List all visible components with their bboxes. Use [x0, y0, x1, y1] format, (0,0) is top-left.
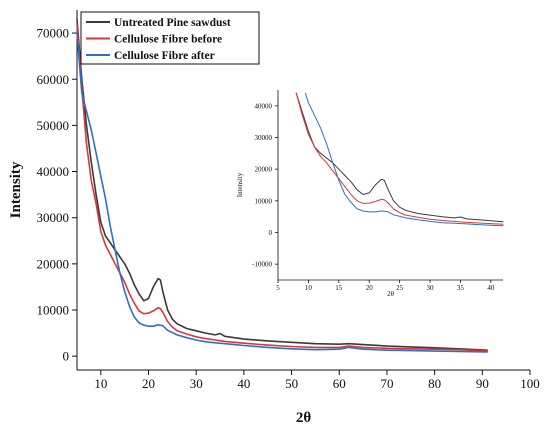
main-x-ticks: 10 20 30 40 50 60 70 80 90 100 [94, 370, 540, 391]
inset-series-line-1 [295, 92, 504, 225]
main-series-line-0 [76, 18, 488, 352]
main-y-axis-title: Intensity [8, 161, 24, 218]
main-plot: 10 20 30 40 50 60 70 80 90 100 010000200003000040… [8, 10, 540, 426]
main-x-axis-title: 2θ [296, 410, 312, 426]
inset-background [278, 90, 503, 280]
inset-x-tick-label: 20 [366, 284, 374, 292]
main-y-tick-label: 20000 [37, 256, 70, 271]
inset-series-line-2 [304, 92, 504, 227]
main-y-tick-label: 60000 [37, 72, 70, 87]
inset-x-tick-label: 15 [335, 284, 343, 292]
main-x-tick-label: 60 [333, 376, 346, 391]
inset-y-tick-label: -10000 [252, 261, 272, 269]
legend-label-fibre-before: Cellulose Fibre before [114, 34, 222, 46]
inset-x-tick-label: 40 [487, 284, 495, 292]
main-x-tick-label: 90 [476, 376, 489, 391]
inset-series-line-0 [295, 92, 504, 223]
legend-label-fibre-after: Cellulose Fibre after [114, 50, 215, 62]
main-x-tick-label: 100 [520, 376, 540, 391]
chart-legend: Untreated Pine sawdust Cellulose Fibre b… [80, 11, 260, 65]
main-y-tick-label: 0 [63, 349, 70, 364]
main-x-tick-label: 70 [380, 376, 393, 391]
main-y-tick-label: 50000 [37, 118, 70, 133]
inset-x-axis-title: 2θ [387, 290, 395, 298]
main-series-line-1 [76, 22, 488, 352]
main-series-line-2 [76, 32, 488, 353]
main-y-ticks: 0 10000 20000 30000 40000 50000 60000 70000 [37, 26, 77, 364]
main-x-tick-label: 50 [285, 376, 298, 391]
main-y-tick-label: 40000 [37, 164, 70, 179]
legend-label-untreated: Untreated Pine sawdust [114, 17, 231, 29]
inset-x-tick-label: 30 [427, 284, 435, 292]
main-x-tick-label: 30 [190, 376, 203, 391]
inset-y-tick-label: 0 [269, 229, 273, 237]
inset-y-tick-label: 30000 [255, 134, 273, 142]
main-y-tick-label: 10000 [37, 303, 70, 318]
main-x-tick-label: 40 [237, 376, 250, 391]
inset-x-tick-label: 10 [305, 284, 313, 292]
main-x-tick-label: 10 [94, 376, 107, 391]
legend-box [80, 11, 260, 65]
inset-x-tick-label: 35 [457, 284, 465, 292]
inset-plot: 5 10 15 20 25 30 35 40 -10000 0 10000 20000 30000 40… [236, 90, 504, 298]
inset-y-ticks: -10000 0 10000 20000 30000 40000 [252, 102, 278, 269]
main-y-tick-label: 30000 [37, 210, 70, 225]
main-y-tick-label: 70000 [37, 26, 70, 41]
inset-x-tick-label: 25 [396, 284, 404, 292]
main-x-tick-label: 20 [142, 376, 155, 391]
inset-y-tick-label: 20000 [255, 166, 273, 174]
inset-x-tick-label: 5 [276, 284, 280, 292]
inset-y-tick-label: 40000 [255, 102, 273, 110]
inset-x-ticks: 5 10 15 20 25 30 35 40 [276, 280, 495, 292]
main-series-lines [76, 18, 488, 353]
inset-y-tick-label: 10000 [255, 197, 273, 205]
main-x-tick-label: 80 [428, 376, 441, 391]
inset-series-lines [295, 92, 504, 227]
inset-y-axis-title: Intensity [236, 172, 244, 197]
